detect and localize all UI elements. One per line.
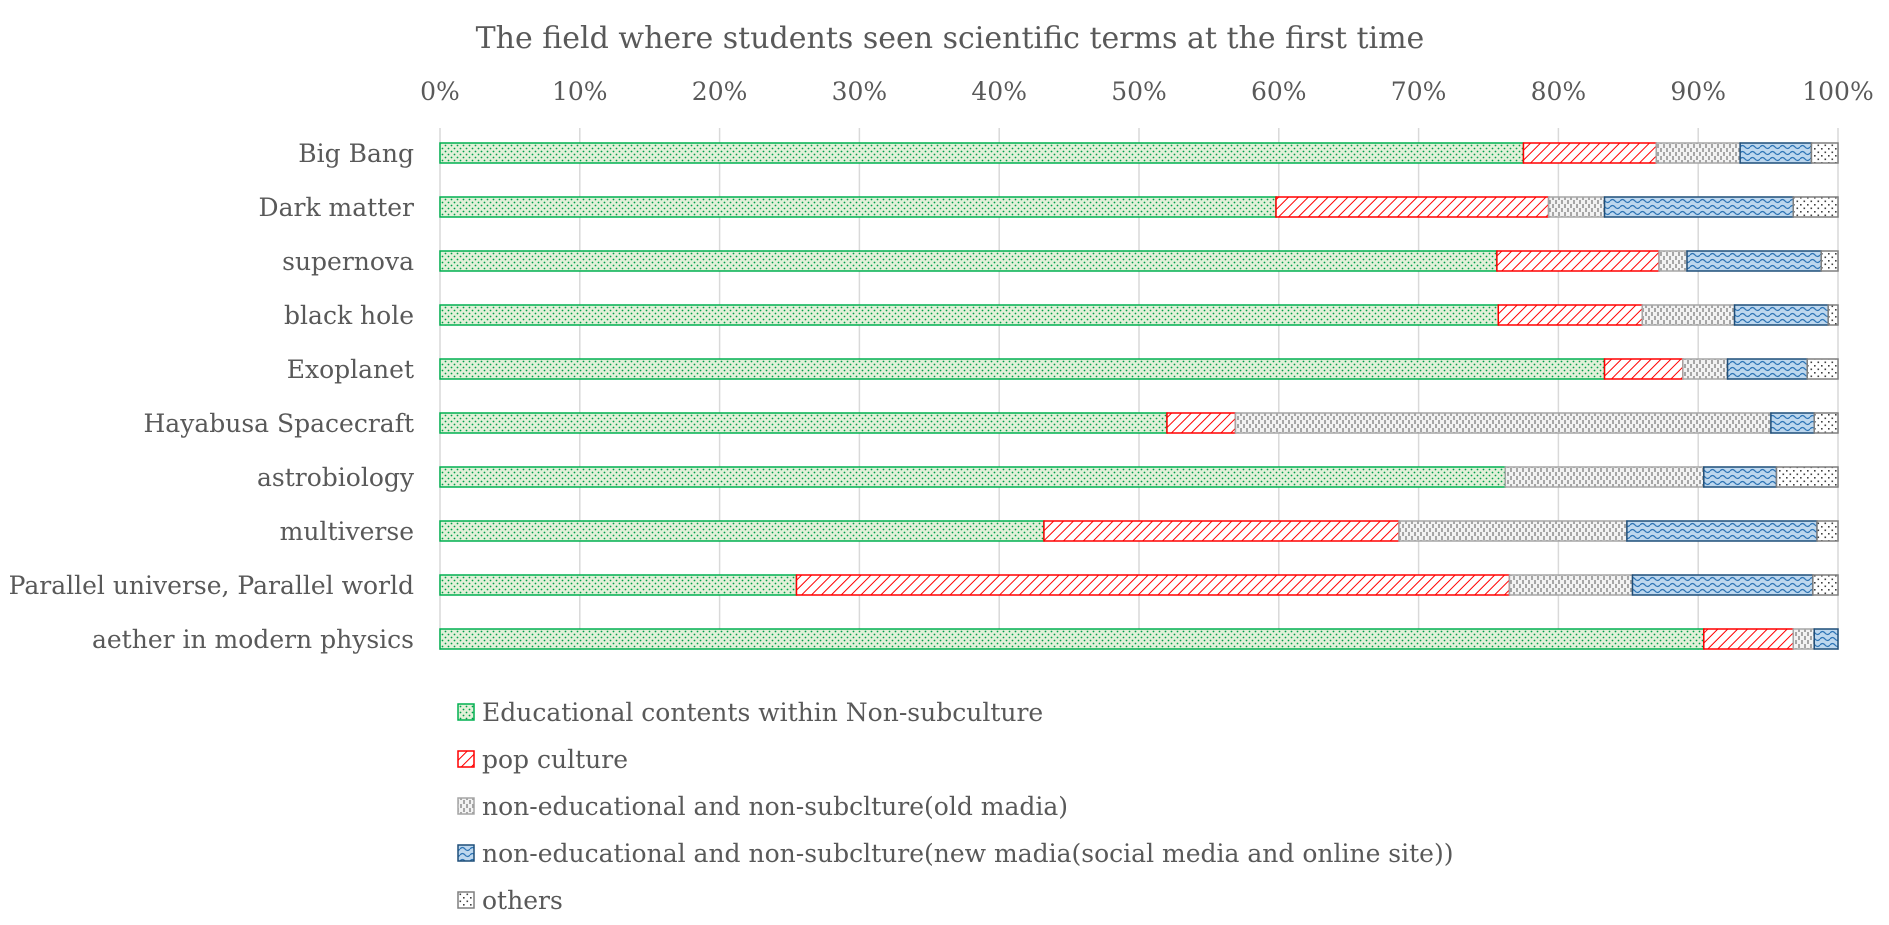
bar-segment: [1810, 142, 1839, 164]
category-label: Parallel universe, Parallel world: [9, 571, 414, 600]
bar-segment: [1792, 196, 1839, 218]
bar-segment: [1739, 142, 1813, 164]
bar-segment: [439, 520, 1045, 542]
legend-swatch: [457, 797, 475, 815]
bar-segment: [439, 142, 1525, 164]
category-label: Big Bang: [298, 139, 414, 168]
bar-segment: [1820, 250, 1839, 272]
bar-segment: [1827, 304, 1839, 326]
x-tick-label: 50%: [1111, 77, 1167, 106]
bar-segment: [1626, 520, 1818, 542]
legend-swatch: [457, 703, 475, 721]
bar-segment: [1813, 412, 1839, 434]
bar-segment: [1658, 250, 1688, 272]
bar-segment: [1043, 520, 1400, 542]
bar-segment: [1398, 520, 1628, 542]
bar-segment: [1806, 358, 1839, 380]
category-label: multiverse: [280, 517, 414, 546]
bar-segment: [439, 628, 1705, 650]
x-tick-label: 70%: [1391, 77, 1447, 106]
legend-label: others: [482, 886, 563, 915]
bar-segment: [1497, 304, 1644, 326]
category-label: aether in modern physics: [92, 625, 414, 654]
bars: [439, 142, 1839, 650]
bar-segment: [1703, 466, 1778, 488]
bar-segment: [439, 412, 1168, 434]
x-tick-label: 0%: [420, 77, 460, 106]
bar-segment: [1703, 628, 1795, 650]
x-tick-label: 90%: [1670, 77, 1726, 106]
bar-segment: [1496, 250, 1660, 272]
bar-segment: [1775, 466, 1839, 488]
bar-segment: [439, 574, 798, 596]
category-label: black hole: [284, 301, 414, 330]
bar-segment: [1682, 358, 1729, 380]
legend-swatch: [457, 891, 475, 909]
legend-swatch: [457, 750, 475, 768]
legend-label: non-educational and non-subclture(old ma…: [482, 792, 1068, 821]
x-tick-label: 30%: [832, 77, 888, 106]
legend-label: pop culture: [482, 745, 628, 774]
bar-segment: [439, 196, 1277, 218]
bar-segment: [1770, 412, 1815, 434]
bar-segment: [1522, 142, 1658, 164]
x-tick-label: 10%: [552, 77, 608, 106]
bar-segment: [439, 466, 1507, 488]
bar-segment: [1655, 142, 1741, 164]
bar-segment: [439, 358, 1606, 380]
category-label: Exoplanet: [287, 355, 414, 384]
bar-segment: [1792, 628, 1815, 650]
bar-segment: [1816, 520, 1839, 542]
bar-segment: [1504, 466, 1705, 488]
legend-swatch: [457, 844, 475, 862]
bar-segment: [1547, 196, 1606, 218]
x-tick-label: 60%: [1251, 77, 1307, 106]
bar-segment: [795, 574, 1511, 596]
bar-segment: [1686, 250, 1822, 272]
category-label: Hayabusa Spacecraft: [143, 409, 414, 438]
legend-label: Educational contents within Non-subcultu…: [482, 698, 1043, 727]
x-tick-label: 80%: [1531, 77, 1587, 106]
x-axis-tick-labels: 0% 10% 20% 30% 40% 50% 60% 70% 80% 90% 100%: [420, 77, 1874, 106]
category-label: astrobiology: [257, 463, 415, 492]
bar-segment: [1603, 358, 1684, 380]
category-labels: Big Bang Dark matter supernova black hole Ex…: [9, 139, 415, 654]
x-tick-label: 40%: [971, 77, 1027, 106]
chart-title: The field where students seen scientific…: [476, 21, 1425, 56]
bar-segment: [1275, 196, 1550, 218]
x-tick-label: 100%: [1802, 77, 1873, 106]
bar-segment: [1166, 412, 1237, 434]
bar-segment: [439, 250, 1498, 272]
bar-segment: [1641, 304, 1736, 326]
category-label: Dark matter: [259, 193, 414, 222]
bar-segment: [1631, 574, 1814, 596]
bar-segment: [1234, 412, 1772, 434]
bar-segment: [1603, 196, 1795, 218]
category-label: supernova: [282, 247, 414, 276]
bar-segment: [1812, 574, 1839, 596]
legend: Educational contents within Non-subcultu…: [457, 698, 1453, 915]
legend-label: non-educational and non-subclture(new ma…: [482, 839, 1453, 868]
bar-segment: [439, 304, 1500, 326]
bar-segment: [1733, 304, 1829, 326]
bar-segment: [1813, 628, 1839, 650]
bar-segment: [1726, 358, 1808, 380]
x-tick-label: 20%: [692, 77, 748, 106]
bar-segment: [1508, 574, 1634, 596]
